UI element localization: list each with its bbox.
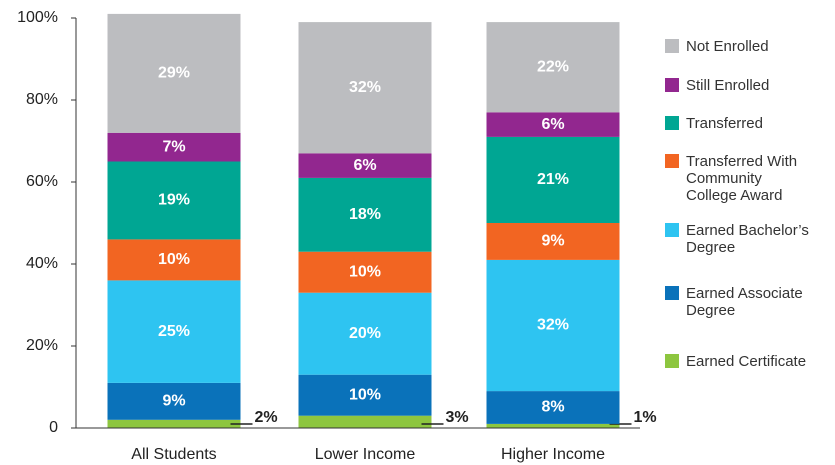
bar-segment [298,415,432,428]
value-label: 10% [349,386,381,403]
value-label: 10% [158,251,190,268]
legend-label: Earned Bachelor’s Degree [686,222,809,256]
value-label: 18% [349,206,381,223]
value-label: 32% [349,79,381,96]
bar-segment [107,239,241,281]
y-tick-label: 80% [26,91,58,108]
value-label: 22% [537,58,569,75]
bar-segment [107,419,241,428]
legend-label: Still Enrolled [686,77,770,94]
value-label: 32% [537,317,569,334]
legend-item: Earned Bachelor’s Degree [665,222,835,256]
x-tick-label: Higher Income [501,446,605,463]
value-label: 10% [349,263,381,280]
legend-swatch [665,39,679,53]
value-label: 9% [162,393,185,410]
y-tick-label: 60% [26,173,58,190]
bar-segment [107,280,241,383]
legend-label: Earned Certificate [686,353,807,370]
legend-label: Earned Associate Degree [686,285,803,319]
value-label: 2% [255,409,278,426]
bar-segment [298,292,432,375]
legend-item: Earned Associate Degree [665,285,835,319]
bar-segment [298,251,432,293]
value-label: 8% [541,399,564,416]
value-label: 19% [158,192,190,209]
bar-segment [486,423,620,428]
value-label: 1% [634,409,657,426]
value-label: 25% [158,323,190,340]
bar-segment [486,136,620,223]
legend-item: Not Enrolled [665,38,835,55]
bar-segment [486,112,620,137]
bar-segment [486,223,620,260]
value-label: 6% [353,157,376,174]
legend-swatch [665,354,679,368]
legend-item: Earned Certificate [665,353,835,370]
value-label: 7% [162,138,185,155]
y-tick-label: 40% [26,255,58,272]
bar-segment [298,22,432,154]
legend-swatch [665,78,679,92]
bar-segment [107,13,241,133]
legend-item: Transferred [665,115,835,132]
bar-segment [486,22,620,113]
bar-segment [298,177,432,252]
value-label: 20% [349,325,381,342]
bar-segment [107,132,241,162]
legend-swatch [665,116,679,130]
bar-segment [486,391,620,424]
bar-segment [107,161,241,240]
bar-segment [486,259,620,392]
legend-item: Transferred With Community College Award [665,153,835,204]
y-tick-label: 20% [26,337,58,354]
value-label: 29% [158,65,190,82]
x-tick-label: All Students [131,446,216,463]
value-label: 21% [537,171,569,188]
legend-swatch [665,286,679,300]
legend-swatch [665,223,679,237]
value-label: 6% [541,116,564,133]
bar-segment [298,153,432,178]
y-tick-label: 100% [17,9,58,26]
legend-item: Still Enrolled [665,77,835,94]
value-label: 9% [541,233,564,250]
y-tick-label: 0 [49,419,58,436]
bar-segment [107,382,241,420]
value-label: 3% [446,409,469,426]
legend-swatch [665,154,679,168]
bar-segment [298,374,432,416]
legend-label: Transferred With Community College Award [686,153,798,204]
x-tick-label: Lower Income [315,446,416,463]
legend-label: Not Enrolled [686,38,769,55]
legend-label: Transferred [686,115,763,132]
